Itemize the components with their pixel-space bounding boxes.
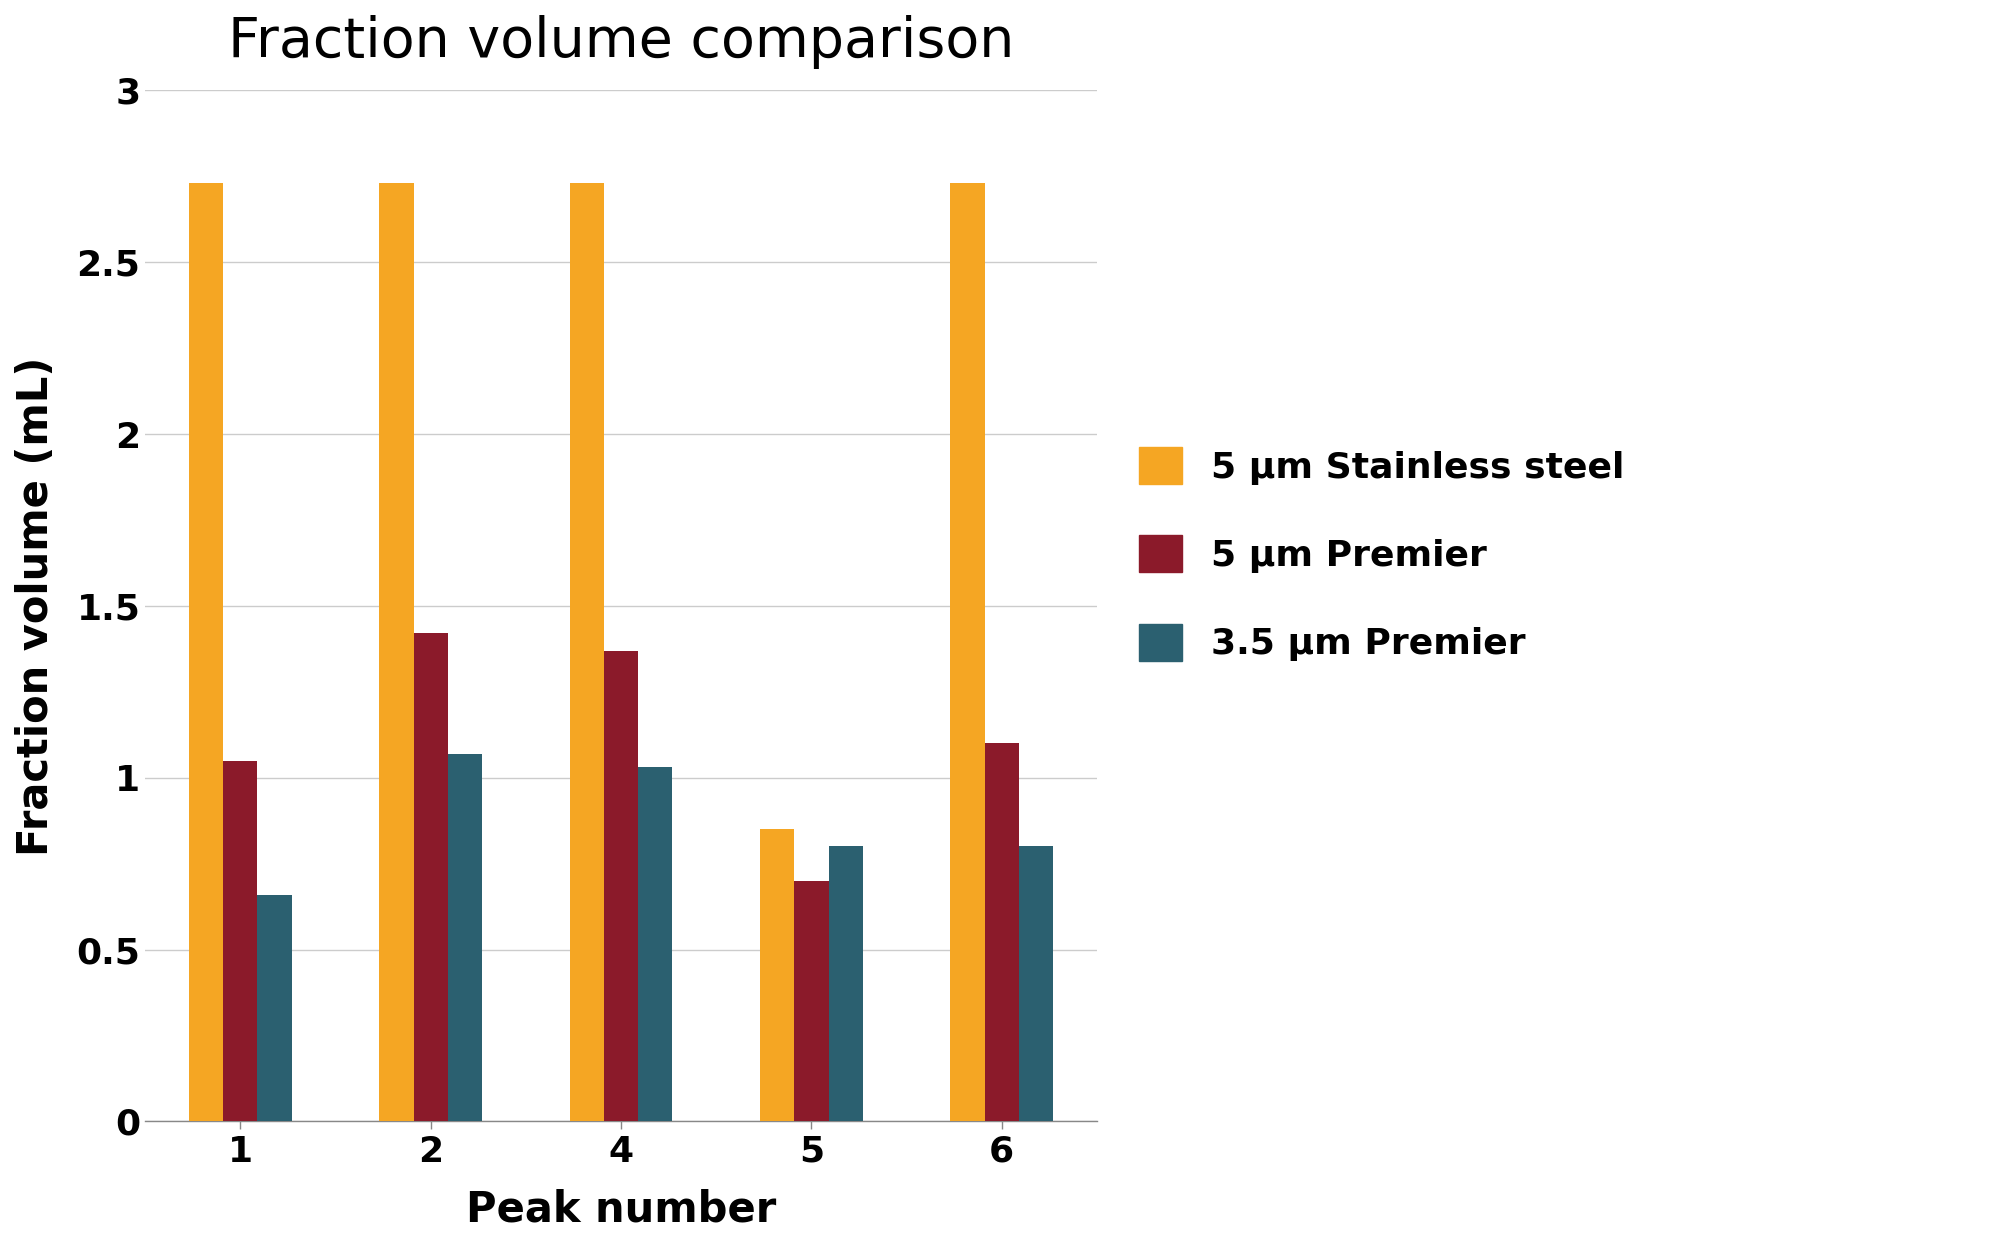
Bar — [258, 895, 292, 1122]
Y-axis label: Fraction volume (mL): Fraction volume (mL) — [16, 356, 58, 855]
Bar — [604, 651, 638, 1122]
Legend: 5 μm Stainless steel, 5 μm Premier, 3.5 μm Premier: 5 μm Stainless steel, 5 μm Premier, 3.5 … — [1124, 433, 1640, 676]
Title: Fraction volume comparison: Fraction volume comparison — [228, 15, 1014, 68]
Bar — [1018, 847, 1054, 1122]
Bar — [950, 183, 984, 1122]
Bar — [570, 183, 604, 1122]
Bar — [638, 767, 672, 1122]
Bar — [224, 761, 258, 1122]
X-axis label: Peak number: Peak number — [466, 1188, 776, 1230]
Bar — [188, 183, 224, 1122]
Bar — [380, 183, 414, 1122]
Bar — [828, 847, 862, 1122]
Bar — [794, 880, 828, 1122]
Bar — [414, 634, 448, 1122]
Bar — [984, 743, 1018, 1122]
Bar — [760, 829, 794, 1122]
Bar — [448, 753, 482, 1122]
